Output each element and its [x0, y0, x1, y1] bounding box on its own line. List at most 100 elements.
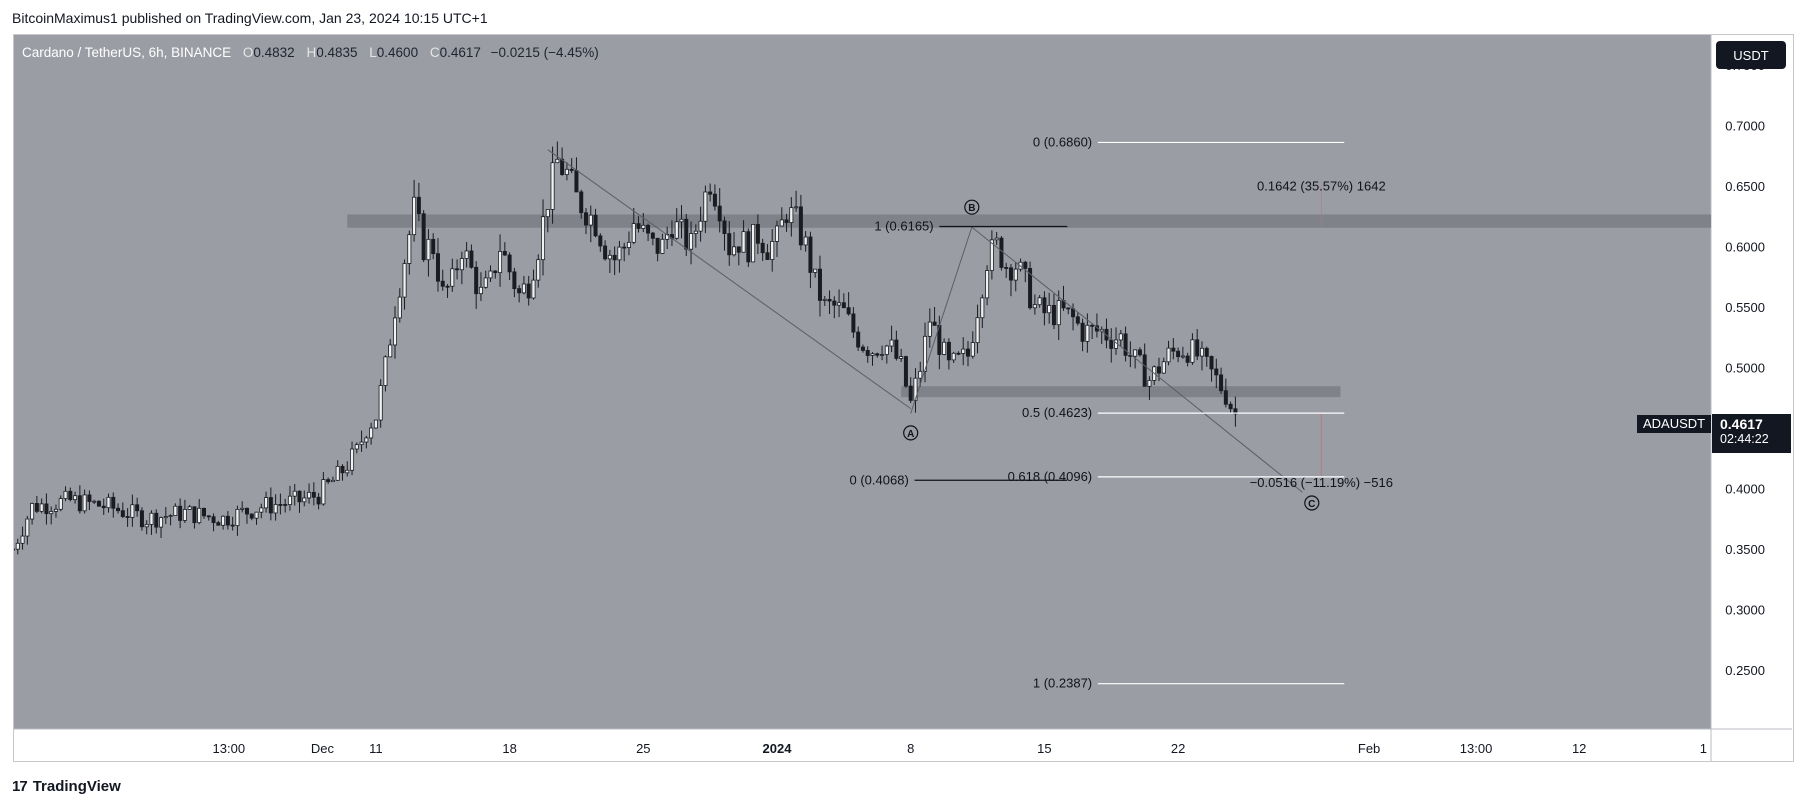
candle-body-253 — [1219, 374, 1224, 392]
ohlc-legend: Cardano / TetherUS, 6h, BINANCE O0.4832 … — [22, 45, 599, 60]
candle-body-45 — [225, 515, 230, 526]
candle-body-99 — [483, 277, 488, 288]
candle-body-158 — [765, 252, 770, 260]
symbol-info[interactable]: Cardano / TetherUS, 6h, BINANCE — [22, 45, 232, 60]
candle-body-17 — [92, 500, 97, 503]
candle-body-147 — [712, 193, 717, 207]
candle-body-82 — [402, 263, 407, 298]
fib-label-0: 0 (0.6860) — [1033, 134, 1092, 149]
candle-body-81 — [397, 296, 402, 319]
candle-body-196 — [946, 341, 951, 361]
candle-body-20 — [106, 496, 111, 509]
candle-body-168 — [813, 268, 818, 273]
candle-body-123 — [598, 235, 603, 247]
candle-body-199 — [961, 348, 966, 354]
candle-body-232 — [1118, 333, 1123, 341]
x-tick-12: 1 — [1700, 741, 1707, 756]
candle-body-85 — [416, 196, 421, 215]
candle-body-92 — [450, 268, 455, 287]
x-tick-1: Dec — [311, 741, 335, 756]
candle-body-140 — [679, 218, 684, 223]
candle-body-136 — [660, 238, 665, 254]
currency-button[interactable]: USDT — [1716, 41, 1786, 69]
candle-body-86 — [421, 213, 426, 261]
candle-body-236 — [1137, 349, 1142, 356]
candle-body-46 — [230, 524, 235, 527]
candle-body-149 — [722, 220, 727, 235]
candle-body-213 — [1028, 268, 1033, 309]
tradingview-brand[interactable]: 17 TradingView — [12, 778, 121, 795]
candle-body-133 — [646, 224, 651, 234]
candle-body-165 — [798, 206, 803, 246]
candle-body-96 — [469, 250, 474, 268]
wave-marker-c — [1304, 495, 1320, 511]
candle-body-83 — [407, 234, 412, 264]
candle-body-176 — [851, 313, 856, 333]
wave-marker-a — [903, 425, 919, 441]
candle-body-54 — [268, 497, 273, 514]
last-price-value: 0.4617 — [1720, 416, 1763, 432]
last-price-label: 0.4617 02:44:22 — [1712, 414, 1791, 453]
candle-body-34 — [173, 505, 178, 516]
candle-body-154 — [746, 231, 751, 263]
candle-body-175 — [846, 307, 851, 315]
candle-body-84 — [412, 196, 417, 236]
candle-body-130 — [631, 223, 636, 243]
candle-body-222 — [1071, 308, 1076, 318]
candle-body-107 — [521, 283, 526, 294]
candle-body-209 — [1008, 267, 1013, 281]
candle-body-243 — [1171, 347, 1176, 352]
candle-body-95 — [464, 250, 469, 259]
candle-body-182 — [880, 354, 885, 356]
candle-body-210 — [1013, 268, 1018, 281]
candle-body-238 — [1147, 379, 1152, 387]
candle-body-215 — [1037, 297, 1042, 306]
candle-body-255 — [1228, 403, 1233, 410]
candle-body-89 — [435, 253, 440, 282]
candle-body-71 — [350, 448, 355, 471]
candle-body-252 — [1214, 368, 1219, 376]
y-tick-7: 0.4000 — [1725, 482, 1765, 497]
symbol-tag: ADAUSDT — [1637, 415, 1712, 433]
y-tick-9: 0.3000 — [1725, 603, 1765, 618]
candle-body-27 — [139, 510, 144, 528]
candle-body-246 — [1185, 355, 1190, 363]
candle-body-131 — [636, 223, 641, 229]
candle-body-12 — [68, 490, 73, 501]
y-tick-5: 0.5000 — [1725, 361, 1765, 376]
candle-body-112 — [545, 209, 550, 218]
candle-body-104 — [507, 254, 512, 273]
candle-body-205 — [989, 239, 994, 271]
candle-body-110 — [536, 259, 541, 281]
candle-body-11 — [63, 490, 68, 499]
y-tick-1: 0.7000 — [1725, 119, 1765, 134]
candle-body-216 — [1042, 297, 1047, 314]
candle-body-62 — [307, 491, 312, 499]
candle-body-48 — [240, 507, 245, 510]
fib-label-4: 1 (0.2387) — [1033, 676, 1092, 691]
x-tick-4: 25 — [636, 741, 650, 756]
candle-body-78 — [383, 356, 388, 386]
candle-body-124 — [603, 245, 608, 260]
candle-body-204 — [985, 270, 990, 299]
candle-body-61 — [302, 497, 307, 503]
candle-body-177 — [856, 331, 861, 348]
candle-body-42 — [211, 516, 216, 524]
x-tick-0: 13:00 — [213, 741, 246, 756]
candle-body-88 — [431, 238, 436, 255]
candle-body-235 — [1133, 349, 1138, 357]
candle-body-66 — [326, 479, 331, 483]
candle-body-28 — [144, 524, 149, 528]
candle-body-120 — [584, 212, 589, 226]
low-value: 0.4600 — [376, 45, 419, 60]
candle-body-156 — [755, 223, 760, 244]
candle-body-207 — [999, 237, 1004, 268]
y-tick-8: 0.3500 — [1725, 542, 1765, 557]
candle-body-152 — [736, 246, 741, 253]
candle-body-37 — [187, 506, 192, 510]
candle-body-38 — [192, 506, 197, 524]
candle-body-186 — [899, 356, 904, 359]
candle-body-125 — [607, 254, 612, 260]
candle-body-250 — [1204, 347, 1209, 357]
